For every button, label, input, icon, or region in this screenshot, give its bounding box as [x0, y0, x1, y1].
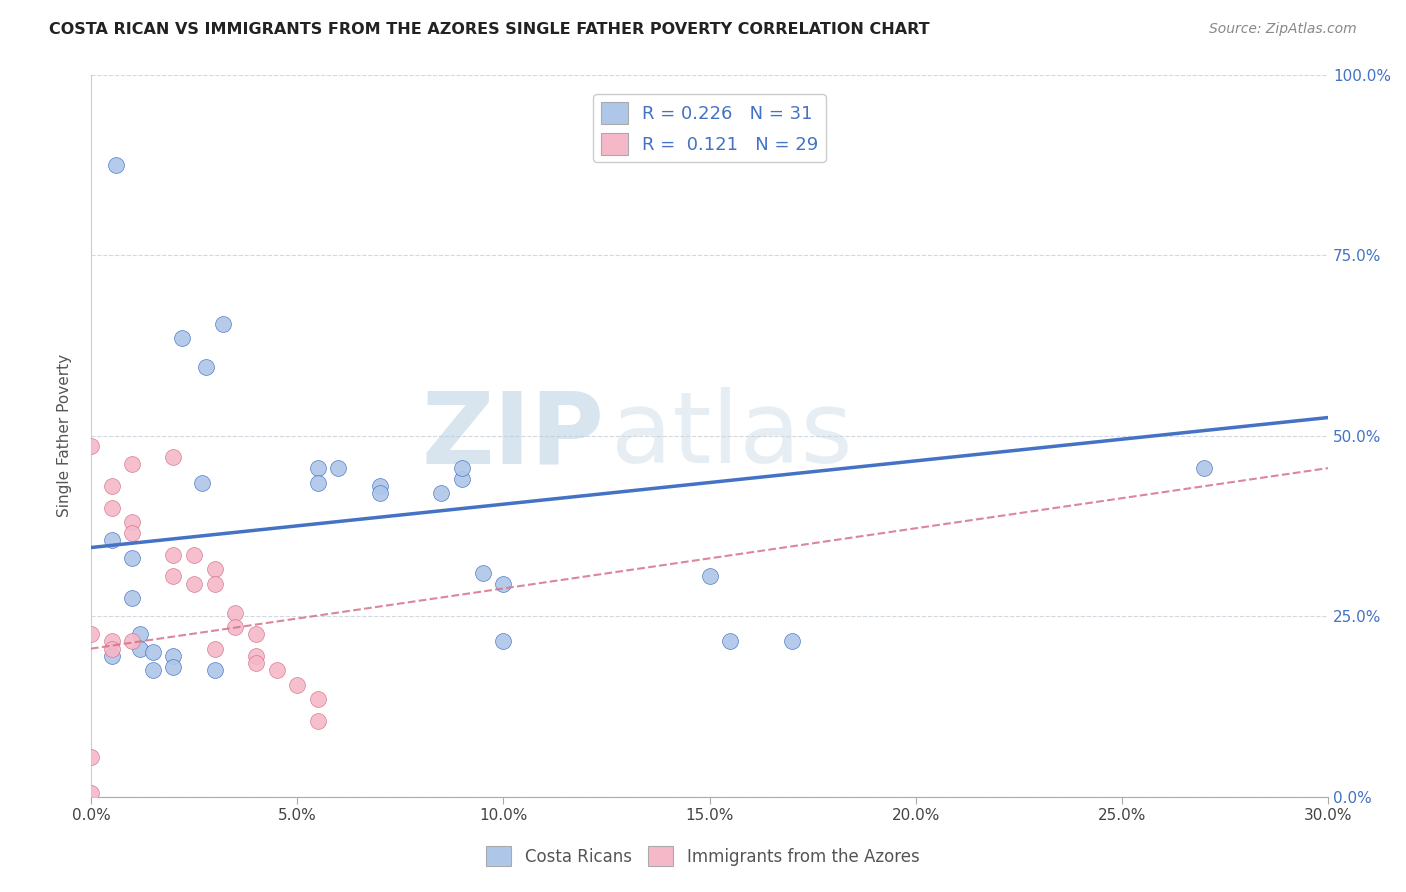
Point: [307, 475, 329, 490]
Point: [699, 569, 721, 583]
Point: [430, 486, 453, 500]
Point: [451, 461, 474, 475]
Point: [471, 566, 494, 580]
Point: [718, 634, 741, 648]
Point: [162, 648, 184, 663]
Point: [492, 634, 515, 648]
Point: [142, 645, 165, 659]
Point: [80, 627, 103, 641]
Point: [224, 606, 246, 620]
Point: [100, 479, 122, 493]
Point: [183, 576, 205, 591]
Point: [100, 648, 122, 663]
Point: [307, 692, 329, 706]
Point: [204, 641, 226, 656]
Point: [204, 562, 226, 576]
Point: [100, 533, 122, 548]
Point: [162, 548, 184, 562]
Point: [80, 439, 103, 453]
Text: atlas: atlas: [610, 387, 852, 484]
Point: [492, 576, 515, 591]
Point: [191, 475, 214, 490]
Point: [162, 659, 184, 673]
Text: COSTA RICAN VS IMMIGRANTS FROM THE AZORES SINGLE FATHER POVERTY CORRELATION CHAR: COSTA RICAN VS IMMIGRANTS FROM THE AZORE…: [49, 22, 929, 37]
Point: [266, 663, 288, 677]
Point: [121, 551, 143, 566]
Point: [121, 526, 143, 541]
Point: [104, 158, 127, 172]
Point: [368, 486, 391, 500]
Point: [212, 317, 235, 331]
Point: [285, 678, 308, 692]
Point: [204, 663, 226, 677]
Point: [129, 641, 152, 656]
Point: [204, 576, 226, 591]
Point: [307, 714, 329, 728]
Point: [245, 627, 267, 641]
Point: [100, 500, 122, 515]
Point: [245, 648, 267, 663]
Point: [780, 634, 803, 648]
Point: [142, 663, 165, 677]
Point: [368, 479, 391, 493]
Point: [121, 634, 143, 648]
Point: [451, 472, 474, 486]
Legend: Costa Ricans, Immigrants from the Azores: Costa Ricans, Immigrants from the Azores: [479, 839, 927, 873]
Point: [1194, 461, 1216, 475]
Point: [307, 461, 329, 475]
Legend: R = 0.226   N = 31, R =  0.121   N = 29: R = 0.226 N = 31, R = 0.121 N = 29: [593, 95, 825, 162]
Point: [129, 627, 152, 641]
Point: [100, 634, 122, 648]
Point: [100, 641, 122, 656]
Point: [195, 359, 218, 374]
Point: [183, 548, 205, 562]
Point: [121, 458, 143, 472]
Text: Source: ZipAtlas.com: Source: ZipAtlas.com: [1209, 22, 1357, 37]
Point: [162, 450, 184, 465]
Point: [245, 656, 267, 670]
Point: [80, 750, 103, 764]
Point: [170, 331, 193, 345]
Point: [80, 786, 103, 800]
Y-axis label: Single Father Poverty: Single Father Poverty: [58, 354, 72, 517]
Point: [328, 461, 350, 475]
Point: [121, 591, 143, 605]
Point: [121, 515, 143, 529]
Point: [162, 569, 184, 583]
Point: [224, 620, 246, 634]
Text: ZIP: ZIP: [422, 387, 605, 484]
